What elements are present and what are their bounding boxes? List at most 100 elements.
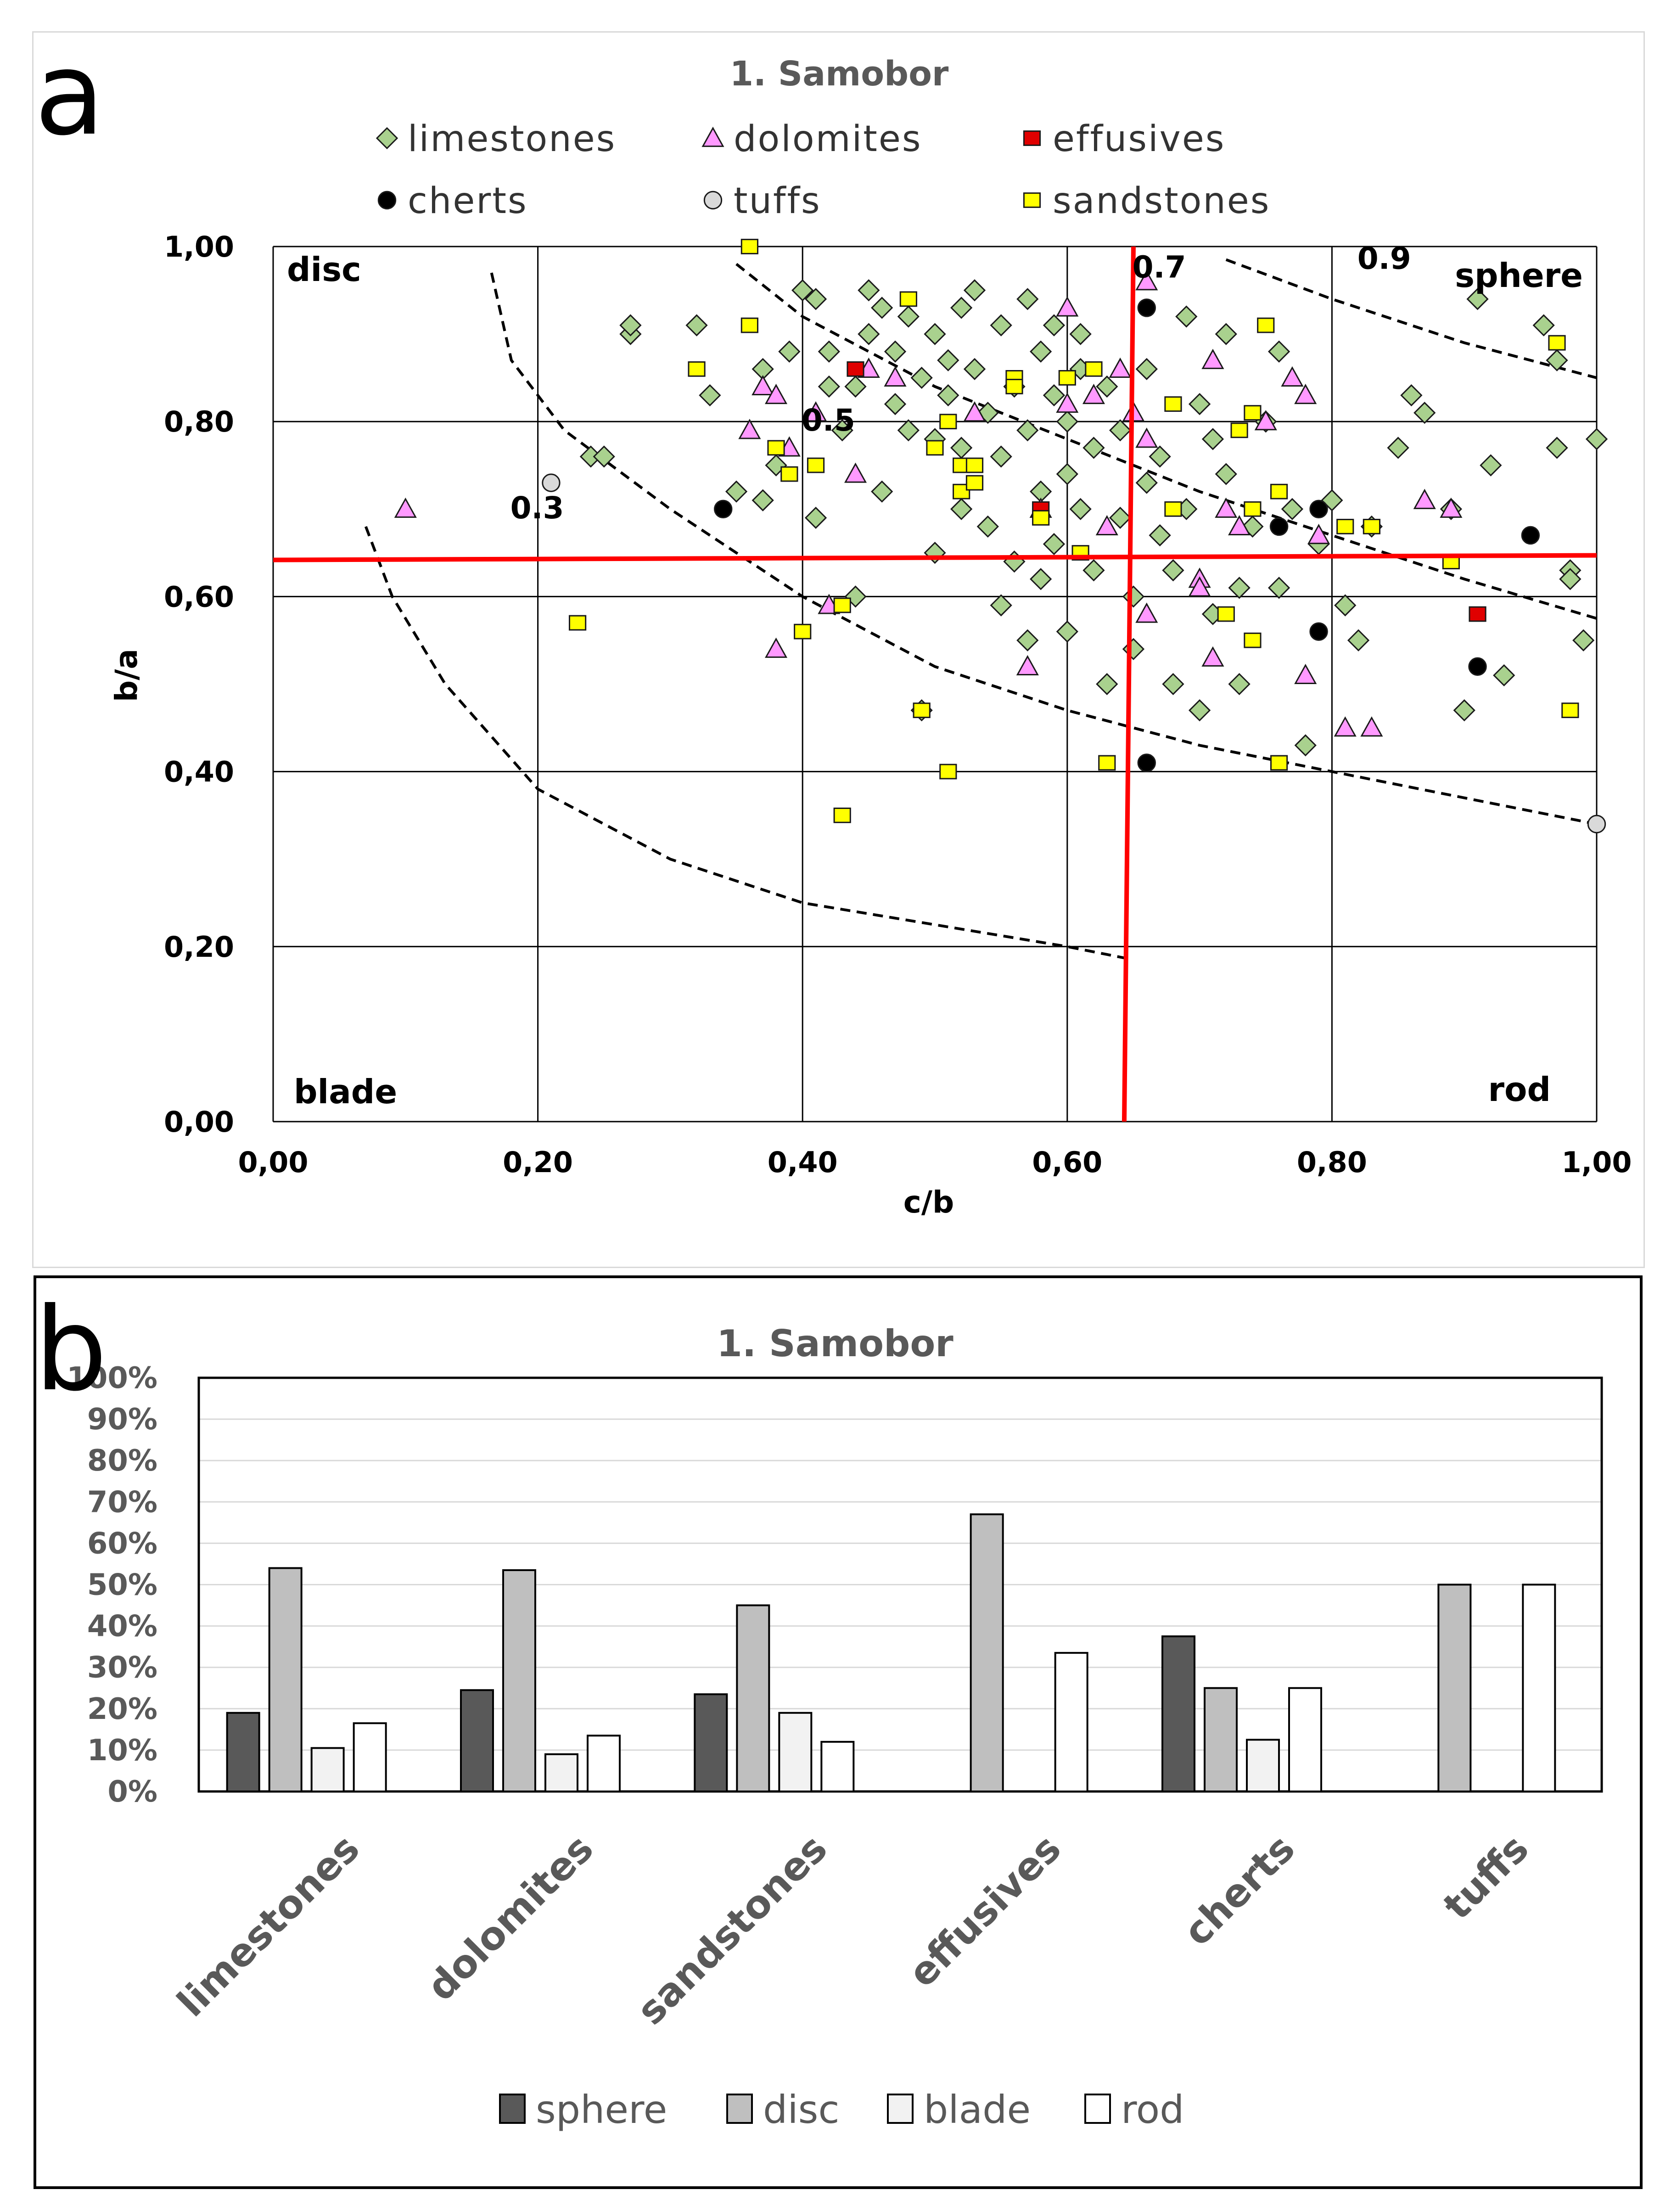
sandstones-point [1244, 405, 1262, 421]
isoline-label: 0.5 [802, 403, 855, 438]
limestones-point [818, 375, 840, 398]
limestones-point [725, 480, 748, 503]
limestones-point [976, 515, 999, 538]
effusives-point [847, 361, 864, 377]
sandstones-point [1058, 370, 1076, 386]
y-tick-label: 40% [87, 1610, 157, 1644]
sandstones-point [1005, 379, 1023, 394]
limestones-point [963, 279, 986, 302]
limestones-point [593, 445, 615, 468]
plot-frame [197, 1376, 1603, 1793]
dolomites-point [1135, 602, 1158, 623]
limestones-point [884, 340, 907, 363]
limestones-point [818, 340, 840, 363]
limestones-point [1162, 673, 1184, 696]
blade-bar [544, 1753, 578, 1793]
limestones-point [1135, 472, 1158, 494]
sandstones-point [1270, 483, 1288, 500]
isoline [365, 526, 1134, 961]
limestones-point [858, 279, 880, 302]
dolomites-point [884, 366, 907, 387]
legend-marker-limestones [376, 127, 398, 150]
limestones-point [910, 366, 933, 389]
limestones-point [844, 375, 867, 398]
limestones-point [950, 498, 973, 520]
dolomites-point [963, 401, 986, 422]
dolomites-point [1281, 366, 1304, 387]
sandstones-point [688, 361, 706, 377]
sandstones-point [1244, 632, 1262, 648]
limestones-point [1546, 437, 1568, 459]
limestones-point [924, 323, 946, 345]
limestones-point [1400, 384, 1423, 407]
x-tick-label: 0,60 [1032, 1145, 1102, 1179]
blade-bar [310, 1747, 345, 1793]
y-tick-label: 10% [87, 1734, 157, 1768]
limestones-point [1030, 568, 1052, 590]
dolomites-point [844, 462, 867, 483]
limestones-point [1069, 323, 1092, 345]
sandstones-point [913, 702, 931, 719]
cherts-point [714, 500, 733, 519]
class-dividers [273, 246, 1597, 1122]
limestones-point [1201, 428, 1224, 450]
limestones-point [1096, 375, 1118, 398]
cherts-point [1269, 517, 1289, 536]
disc-bar [1204, 1687, 1238, 1792]
tuffs-point [542, 473, 561, 492]
sandstones-point [1257, 317, 1275, 333]
limestones-point [950, 437, 973, 459]
rod-bar [1522, 1583, 1556, 1792]
limestones-point [1082, 559, 1105, 582]
sandstones-point [1548, 335, 1566, 351]
sandstones-point [899, 291, 917, 307]
limestones-point [831, 419, 853, 442]
chart-text: 0,00 0,20 0,40 0,60 0,80 1,00 0,00 0,20 0,40 0,60… [109, 54, 1632, 1220]
limestones-point [1188, 393, 1211, 415]
sphere-bar [460, 1689, 494, 1792]
isoline [735, 263, 1597, 620]
sandstones-point [926, 440, 944, 456]
rod-bar [353, 1722, 387, 1793]
legend-marker-effusives [1023, 130, 1041, 146]
dolomites-point [764, 637, 788, 658]
limestones-point [1162, 559, 1184, 582]
dolomites-point [1334, 716, 1357, 737]
sphere-bar [1161, 1635, 1195, 1792]
limestones-point [937, 349, 959, 371]
limestones-point [1347, 629, 1370, 651]
limestones-point [1268, 577, 1290, 599]
dolomites-point [1109, 357, 1132, 378]
panel-letter-b: b [34, 1283, 107, 1416]
legend-label-sphere: sphere [536, 2087, 667, 2132]
isoline-label: 0.9 [1357, 241, 1411, 276]
sandstones-point [1244, 501, 1262, 517]
category-label: limestones [168, 1826, 368, 2026]
limestones-point [1135, 358, 1158, 380]
sandstones-point [1230, 422, 1248, 438]
limestones-point [897, 305, 920, 328]
x-tick-label: 0,40 [768, 1145, 838, 1179]
limestones-point [1069, 498, 1092, 520]
x-axis-label: c/b [903, 1185, 954, 1220]
sphere-bar [694, 1693, 728, 1793]
grid-lines [197, 1376, 1603, 1793]
category-label: dolomites [418, 1826, 602, 2010]
dolomites-point [1215, 497, 1238, 518]
isoline-label: 0.7 [1133, 250, 1186, 285]
sandstones-point [1032, 510, 1050, 526]
y-tick-label: 0% [107, 1775, 157, 1809]
sandstones-point [1561, 702, 1579, 719]
limestones-point [804, 288, 827, 310]
rod-bar [587, 1735, 621, 1792]
legend-label-tuffs: tuffs [734, 180, 821, 222]
sandstones-point [767, 440, 785, 456]
y-tick-label: 0,60 [164, 580, 234, 613]
vertical-divider [1122, 246, 1136, 1122]
rod-bar [1288, 1687, 1322, 1792]
zone-label-sphere: sphere [1455, 256, 1583, 295]
legend-marker-tuffs [703, 191, 723, 210]
dolomites-point [804, 401, 827, 422]
limestones-point [1453, 699, 1475, 722]
legend-swatch-sphere [499, 2094, 526, 2124]
